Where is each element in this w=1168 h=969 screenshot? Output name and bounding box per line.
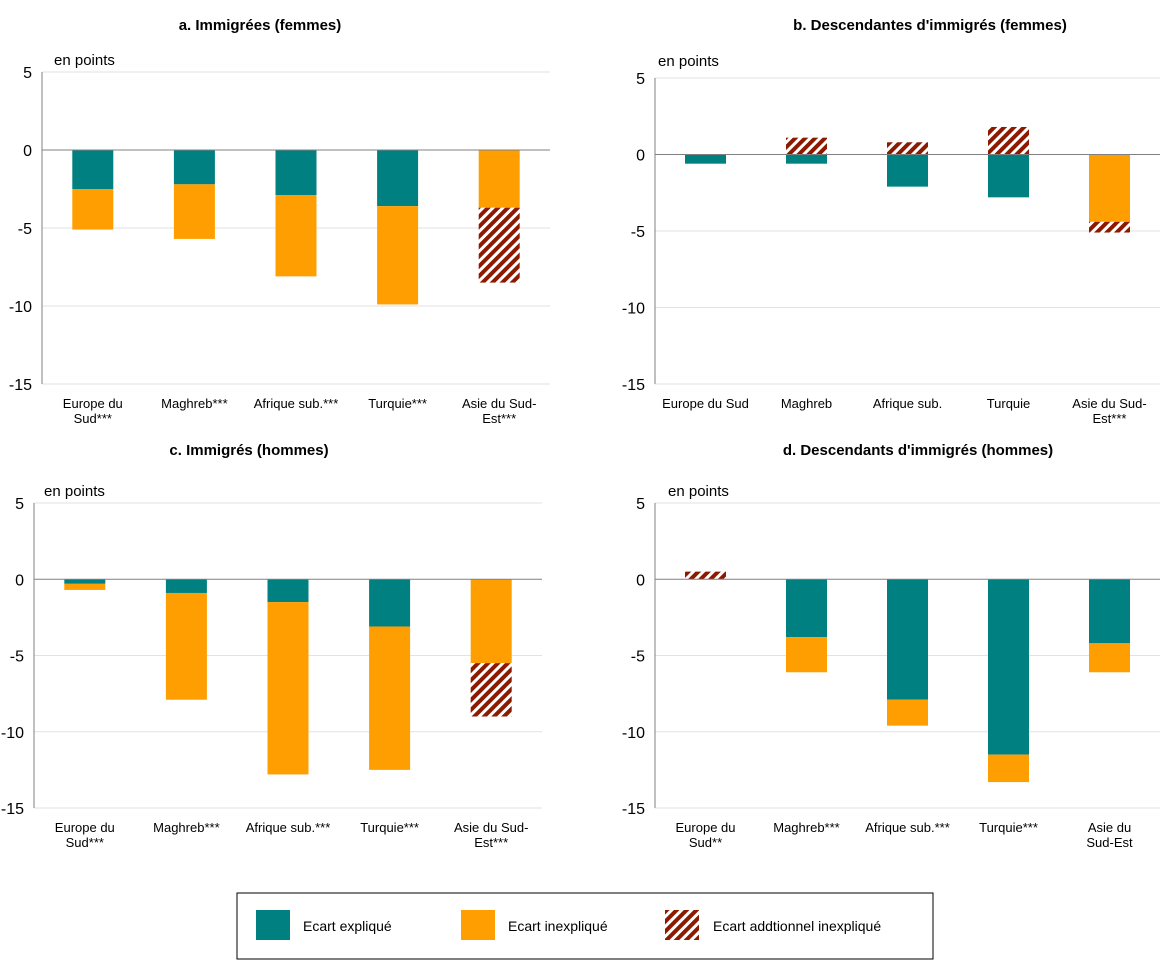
unit-label: en points <box>668 483 729 500</box>
y-tick-label: -10 <box>622 725 645 742</box>
y-tick-label: 0 <box>23 143 32 160</box>
bar-segment-unexplained <box>478 150 520 208</box>
x-tick-label: Afrique sub.*** <box>246 820 331 835</box>
bar-segment-unexplained <box>72 189 114 230</box>
legend-swatch-unexplained <box>461 910 495 940</box>
panel-d: d. Descendants d'immigrés (hommes) en poi… <box>622 442 1160 850</box>
legend-swatch-additional <box>665 910 699 940</box>
y-tick-label: 0 <box>15 572 24 589</box>
bar-segment-unexplained <box>786 637 827 673</box>
y-tick-label: -10 <box>9 299 32 316</box>
unit-label: en points <box>44 483 105 500</box>
bar-segment-additional <box>685 571 726 580</box>
bar-segment-unexplained <box>1089 154 1130 222</box>
x-tick-label: Asie du Sud-Est <box>1086 820 1133 850</box>
panel-a: a. Immigrées (femmes) en points 5 0 -5 -10 -15… <box>9 17 550 426</box>
bar-segment-unexplained <box>988 754 1029 783</box>
x-tick-label: Maghreb*** <box>773 820 840 835</box>
legend: Ecart expliqué Ecart inexpliqué Ecart addt… <box>236 892 934 960</box>
bar-segment-explained <box>72 150 114 189</box>
bar-segment-additional <box>786 137 827 155</box>
bar-segment-explained <box>887 579 928 700</box>
y-tick-label: 5 <box>636 71 645 88</box>
bar-segment-explained <box>369 579 411 627</box>
x-tick-label: Turquie*** <box>979 820 1038 835</box>
bar-segment-unexplained <box>470 579 512 664</box>
panel-c: c. Immigrés (hommes) en points 5 0 -5 -10 -15 E… <box>1 442 542 850</box>
x-tick-label: Afrique sub.*** <box>254 396 339 411</box>
bar-segment-explained <box>173 150 215 185</box>
x-tick-label: Maghreb*** <box>161 396 228 411</box>
bar-segment-explained <box>685 154 726 164</box>
bar-segment-unexplained <box>1089 643 1130 673</box>
y-tick-label: 5 <box>23 65 32 82</box>
y-tick-label: -15 <box>1 801 24 818</box>
y-tick-label: -10 <box>1 725 24 742</box>
x-tick-label: Asie du Sud-Est*** <box>1072 396 1146 426</box>
y-tick-label: -5 <box>631 649 645 666</box>
bar-segment-explained <box>786 579 827 638</box>
legend-label-additional: Ecart addtionnel inexpliqué <box>713 918 881 934</box>
y-tick-label: -15 <box>622 377 645 394</box>
x-tick-label: Maghreb*** <box>153 820 220 835</box>
bar-segment-explained <box>64 579 106 584</box>
unit-label: en points <box>658 53 719 70</box>
x-tick-label: Asie du Sud-Est*** <box>462 396 536 426</box>
bar-segment-unexplained <box>173 184 215 239</box>
bar-segment-unexplained <box>887 699 928 726</box>
bar-segment-unexplained <box>267 602 309 775</box>
y-tick-label: -15 <box>9 377 32 394</box>
bar-segment-unexplained <box>64 583 106 590</box>
bar-segment-additional <box>1089 221 1130 233</box>
legend-swatch-explained <box>256 910 290 940</box>
y-tick-label: -15 <box>622 801 645 818</box>
y-tick-label: 0 <box>636 148 645 165</box>
bar-segment-explained <box>1089 579 1130 644</box>
x-tick-label: Afrique sub.*** <box>865 820 950 835</box>
bar-segment-unexplained <box>369 626 411 770</box>
bar-segment-unexplained <box>165 592 207 700</box>
panel-b: b. Descendantes d'immigrés (femmes) en po… <box>622 17 1160 426</box>
bar-segment-explained <box>786 154 827 164</box>
chart-title: d. Descendants d'immigrés (hommes) <box>783 442 1053 459</box>
bar-segment-additional <box>478 207 520 283</box>
legend-label-unexplained: Ecart inexpliqué <box>508 918 608 934</box>
x-tick-label: Europe du Sud*** <box>55 820 115 850</box>
chart-title: b. Descendantes d'immigrés (femmes) <box>793 17 1067 34</box>
x-tick-label: Turquie*** <box>360 820 419 835</box>
legend-label-explained: Ecart expliqué <box>303 918 392 934</box>
legend-box <box>236 892 934 960</box>
bar-segment-unexplained <box>377 206 419 305</box>
bar-segment-explained <box>988 154 1029 198</box>
bar-segment-additional <box>470 663 512 717</box>
bar-segment-additional <box>887 142 928 155</box>
bar-segment-explained <box>988 579 1029 755</box>
x-tick-label: Afrique sub. <box>873 396 942 411</box>
x-tick-label: Europe du Sud <box>662 396 749 411</box>
x-tick-label: Europe du Sud** <box>676 820 736 850</box>
y-tick-label: -5 <box>18 221 32 238</box>
x-tick-label: Turquie*** <box>368 396 427 411</box>
bar-segment-explained <box>275 150 317 196</box>
chart-title: c. Immigrés (hommes) <box>169 442 328 459</box>
bar-segment-explained <box>887 154 928 187</box>
bar-segment-explained <box>377 150 419 207</box>
y-tick-label: 0 <box>636 572 645 589</box>
unit-label: en points <box>54 52 115 69</box>
chart-title: a. Immigrées (femmes) <box>179 17 342 34</box>
x-tick-label: Maghreb <box>781 396 832 411</box>
bar-segment-explained <box>267 579 309 603</box>
x-tick-label: Europe du Sud*** <box>63 396 123 426</box>
y-tick-label: -5 <box>631 224 645 241</box>
y-tick-label: -10 <box>622 301 645 318</box>
bar-segment-additional <box>988 126 1029 155</box>
bar-segment-explained <box>165 579 207 593</box>
y-tick-label: 5 <box>15 496 24 513</box>
y-tick-label: 5 <box>636 496 645 513</box>
bar-segment-unexplained <box>275 195 317 277</box>
x-tick-label: Turquie <box>987 396 1031 411</box>
x-tick-label: Asie du Sud-Est*** <box>454 820 528 850</box>
y-tick-label: -5 <box>10 649 24 666</box>
